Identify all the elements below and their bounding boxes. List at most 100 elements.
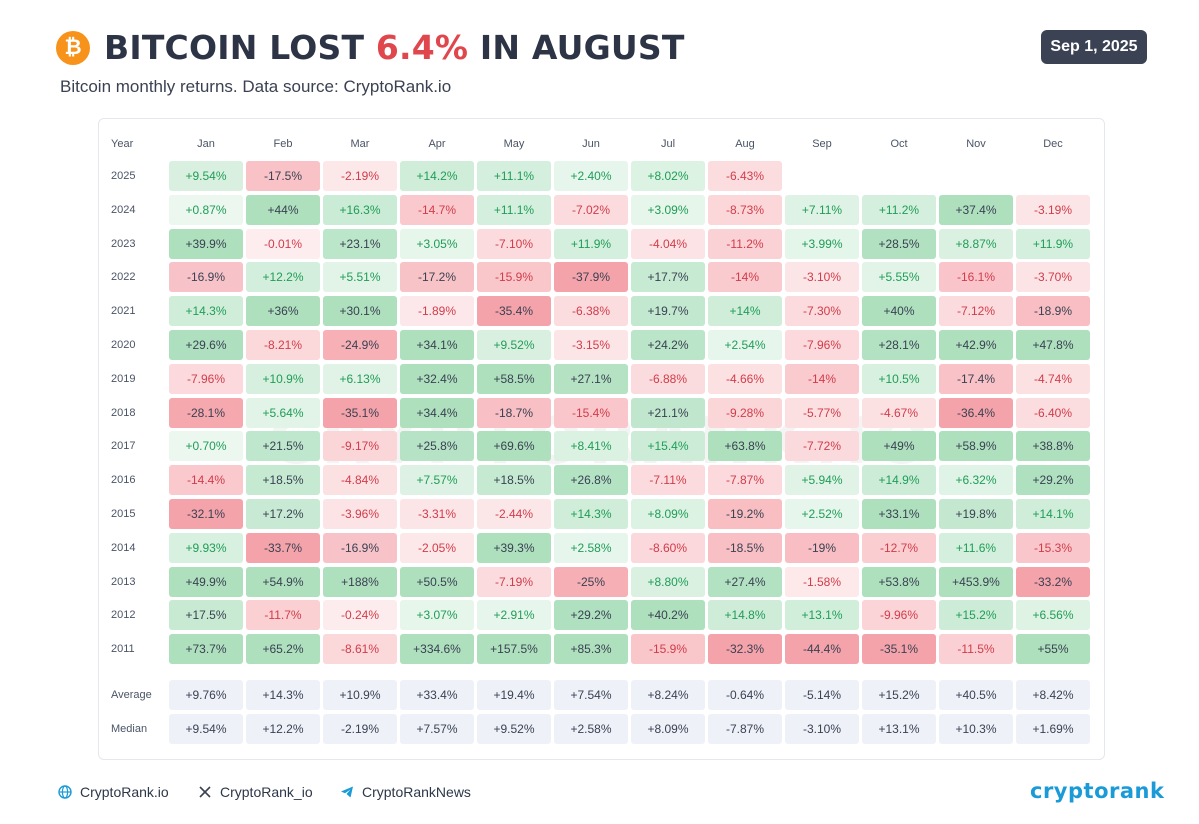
month-header: Oct xyxy=(890,138,908,150)
footer-telegram[interactable]: CryptoRankNews xyxy=(340,784,471,800)
heatmap-cell: +6.13% xyxy=(323,363,397,394)
heatmap-cell: +58.9% xyxy=(939,431,1013,462)
heatmap-cell: +11.9% xyxy=(554,228,628,259)
year-label: 2019 xyxy=(111,372,136,385)
summary-cell: +1.69% xyxy=(1016,714,1090,744)
summary-cell: +33.4% xyxy=(400,680,474,710)
heatmap-cell: -15.9% xyxy=(477,262,551,293)
footer-site-label: CryptoRank.io xyxy=(80,784,169,800)
heatmap-cell: -18.9% xyxy=(1016,296,1090,327)
heatmap-cell: -37.9% xyxy=(554,262,628,293)
heatmap-cell: +69.6% xyxy=(477,431,551,462)
month-header: Jun xyxy=(582,138,600,150)
heatmap-cell: -7.30% xyxy=(785,296,859,327)
heatmap-cell: -8.61% xyxy=(323,634,397,665)
heatmap-cell: +6.32% xyxy=(939,465,1013,496)
heatmap-cell: +7.11% xyxy=(785,194,859,225)
heatmap-cell: +11.2% xyxy=(862,194,936,225)
heatmap-cell: -32.3% xyxy=(708,634,782,665)
heatmap-cell: -3.31% xyxy=(400,499,474,529)
globe-icon xyxy=(58,785,72,799)
heatmap-cell: +33.1% xyxy=(862,499,936,529)
subtitle: Bitcoin monthly returns. Data source: Cr… xyxy=(60,77,452,96)
summary-cell: +40.5% xyxy=(939,680,1013,710)
heatmap-cell: -15.4% xyxy=(554,397,628,428)
heatmap-cell: +5.51% xyxy=(323,262,397,293)
heatmap-cell: -3.15% xyxy=(554,330,628,360)
heatmap-cell: -8.21% xyxy=(246,330,320,360)
heatmap-cell: -11.7% xyxy=(246,600,320,631)
heatmap-cell: +5.94% xyxy=(785,465,859,496)
year-label: 2025 xyxy=(111,170,136,182)
summary-cell: +8.42% xyxy=(1016,680,1090,710)
heatmap-cell: -19% xyxy=(785,532,859,563)
heatmap-cell: -7.72% xyxy=(785,431,859,462)
year-label: 2013 xyxy=(111,575,136,588)
heatmap-cell: -6.43% xyxy=(708,161,782,191)
heatmap-cell: +14.3% xyxy=(169,296,243,327)
heatmap-cell: +30.1% xyxy=(323,296,397,327)
heatmap-cell: +39.9% xyxy=(169,228,243,259)
heatmap-cell: -44.4% xyxy=(785,634,859,665)
year-label: 2011 xyxy=(111,643,135,656)
heatmap-cell: -18.7% xyxy=(477,397,551,428)
heatmap-cell: +21.5% xyxy=(246,431,320,462)
heatmap-cell: +17.7% xyxy=(631,262,705,293)
heatmap-cell: +334.6% xyxy=(400,634,474,665)
month-header: Nov xyxy=(966,138,986,150)
month-header: Jan xyxy=(197,138,215,150)
heatmap-cell: -0.24% xyxy=(323,600,397,631)
heatmap-cell: +188% xyxy=(323,566,397,597)
heatmap-cell: +5.55% xyxy=(862,262,936,293)
heatmap-cell: +8.87% xyxy=(939,228,1013,259)
heatmap-cell: -24.9% xyxy=(323,330,397,360)
heatmap-cell: -19.2% xyxy=(708,499,782,529)
heatmap-cell: +9.93% xyxy=(169,532,243,563)
heatmap-cell: +19.8% xyxy=(939,499,1013,529)
heatmap-cell: +10.5% xyxy=(862,363,936,394)
heatmap-cell: -32.1% xyxy=(169,499,243,529)
summary-cell: +9.76% xyxy=(169,680,243,710)
summary-cell: +9.54% xyxy=(169,714,243,744)
heatmap-cell: -11.5% xyxy=(939,634,1013,665)
year-label: 2014 xyxy=(111,541,136,554)
heatmap-cell: -17.5% xyxy=(246,161,320,191)
month-header: Apr xyxy=(428,138,446,150)
heatmap-cell: +11.6% xyxy=(939,532,1013,563)
heatmap-cell: -2.05% xyxy=(400,532,474,563)
year-label: 2015 xyxy=(111,508,136,520)
summary-cell: -5.14% xyxy=(785,680,859,710)
heatmap-cell: +16.3% xyxy=(323,194,397,225)
year-label: 2017 xyxy=(111,440,136,453)
summary-cell: -2.19% xyxy=(323,714,397,744)
heatmap-cell: -4.66% xyxy=(708,363,782,394)
heatmap-cell: +14.8% xyxy=(708,600,782,631)
month-header: May xyxy=(503,138,525,150)
heatmap-cell: +85.3% xyxy=(554,634,628,665)
heatmap-cell: -35.1% xyxy=(323,397,397,428)
heatmap-cell: -18.5% xyxy=(708,532,782,563)
heatmap-cell: -36.4% xyxy=(939,397,1013,428)
heatmap-cell: +29.2% xyxy=(1016,465,1090,496)
heatmap-cell: +14.2% xyxy=(400,161,474,191)
heatmap-cell: +37.4% xyxy=(939,194,1013,225)
heatmap-cell: -9.17% xyxy=(323,431,397,462)
footer-site[interactable]: CryptoRank.io xyxy=(58,784,169,800)
header: ₿ BITCOIN LOST 6.4% IN AUGUST xyxy=(56,28,685,67)
telegram-icon xyxy=(341,786,353,798)
year-column-header: Year xyxy=(111,138,134,150)
heatmap-cell: -17.2% xyxy=(400,262,474,293)
footer-x[interactable]: CryptoRank_io xyxy=(198,784,313,800)
heatmap-cell: +14% xyxy=(708,296,782,327)
heatmap-cell: +17.2% xyxy=(246,499,320,529)
heatmap-cell: +38.8% xyxy=(1016,431,1090,462)
x-logo-icon xyxy=(199,786,211,798)
date-badge: Sep 1, 2025 xyxy=(1041,30,1147,64)
heatmap-cell: -35.4% xyxy=(477,296,551,327)
heatmap-cell: +65.2% xyxy=(246,634,320,665)
heatmap-cell: +53.8% xyxy=(862,566,936,597)
heatmap-cell: +3.09% xyxy=(631,194,705,225)
footer-x-label: CryptoRank_io xyxy=(220,784,313,800)
heatmap-cell: -33.2% xyxy=(1016,566,1090,597)
summary-cell: +7.57% xyxy=(400,714,474,744)
